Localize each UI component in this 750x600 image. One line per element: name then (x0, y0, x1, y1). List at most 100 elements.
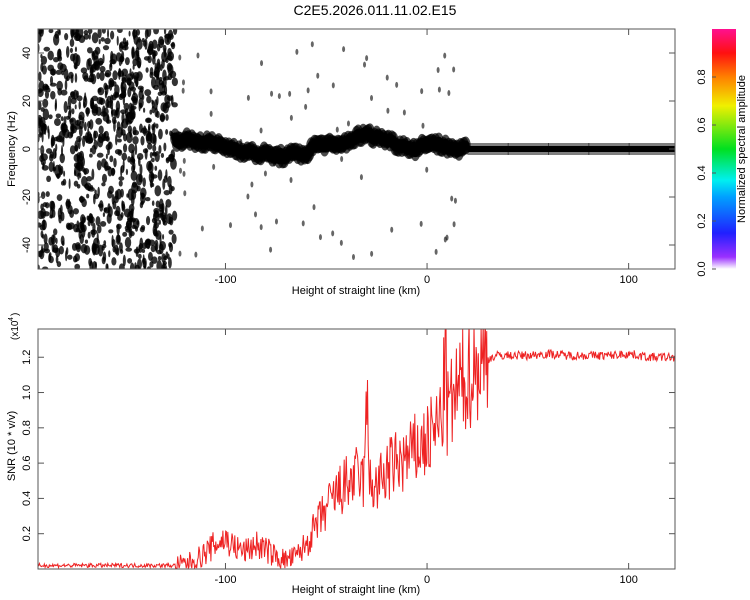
noise-blob (121, 152, 128, 161)
noise-blob (49, 75, 54, 85)
noise-blob (66, 254, 73, 260)
noise-blob (126, 77, 132, 86)
noise-blob (132, 58, 138, 67)
noise-blob (48, 161, 54, 173)
noise-blob (66, 76, 69, 82)
noise-blob (99, 71, 105, 82)
noise-blob (45, 202, 50, 209)
noise-blob (127, 125, 133, 134)
noise-blob (447, 90, 451, 97)
noise-blob (390, 226, 394, 233)
noise-blob (164, 84, 168, 96)
noise-blob (153, 29, 159, 35)
noise-blob (142, 177, 146, 188)
noise-blob (306, 87, 310, 94)
noise-blob (116, 121, 121, 131)
noise-blob (167, 63, 174, 76)
noise-blob (101, 29, 106, 34)
noise-blob (99, 65, 106, 73)
noise-blob (50, 234, 56, 245)
noise-blob (78, 137, 81, 150)
noise-blob (106, 113, 110, 125)
noise-blob (107, 29, 110, 39)
noise-blob (52, 166, 57, 172)
noise-blob (49, 200, 55, 210)
noise-blob (102, 45, 110, 51)
noise-blob (131, 92, 139, 104)
noise-blob (118, 42, 124, 52)
noise-blob (102, 53, 105, 64)
y-tick-label: 0.4 (21, 491, 33, 506)
noise-blob (122, 254, 126, 267)
noise-blob (159, 241, 166, 251)
noise-blob (196, 52, 200, 59)
noise-blob (40, 207, 46, 219)
noise-blob (167, 47, 172, 57)
noise-blob (97, 186, 100, 198)
noise-blob (153, 209, 159, 219)
noise-blob (38, 29, 44, 37)
noise-blob (53, 33, 60, 46)
noise-blob (128, 203, 135, 213)
noise-blob (103, 107, 109, 116)
noise-blob (63, 101, 68, 113)
noise-blob (131, 46, 135, 59)
noise-blob (144, 29, 149, 40)
noise-blob (96, 224, 102, 234)
noise-blob (114, 148, 122, 155)
noise-blob (288, 90, 292, 97)
noise-blob (155, 200, 160, 208)
noise-blob (346, 120, 350, 127)
noise-blob (194, 251, 198, 258)
noise-blob (118, 176, 125, 181)
noise-blob (335, 126, 339, 133)
noise-blob (55, 237, 58, 245)
noise-blob (100, 37, 105, 42)
noise-blob (141, 248, 146, 253)
x-tick-label: -100 (214, 574, 236, 586)
noise-blob (88, 73, 95, 83)
noise-blob (67, 110, 72, 120)
snr-line (38, 329, 675, 569)
noise-blob (402, 109, 406, 116)
noise-blob (55, 143, 58, 152)
noise-blob (425, 166, 429, 173)
noise-blob (228, 222, 232, 229)
noise-blob (437, 86, 441, 93)
noise-blob (127, 217, 134, 222)
noise-blob (48, 29, 54, 34)
bottom-xlabel: Height of straight line (km) (292, 584, 420, 596)
noise-blob (129, 210, 134, 218)
noise-blob (363, 61, 367, 68)
noise-blob (80, 156, 85, 168)
noise-blob (339, 239, 343, 246)
y-multiplier-exp: 4 (8, 317, 15, 321)
noise-blob (141, 242, 147, 250)
colorbar-label: Normalized spectral amplitude (736, 75, 748, 223)
noise-blob (97, 203, 104, 208)
noise-blob (98, 125, 104, 135)
x-tick-label: 0 (424, 574, 430, 586)
noise-blob (127, 258, 133, 264)
noise-blob (134, 262, 137, 269)
noise-blob (135, 173, 143, 186)
noise-blob (115, 134, 118, 146)
noise-blob (38, 222, 42, 228)
noise-blob (46, 175, 52, 183)
noise-blob (106, 263, 109, 269)
noise-blob (70, 91, 76, 99)
colorbar-tick-label: 0.4 (696, 165, 708, 180)
noise-blob (148, 239, 156, 246)
noise-blob (359, 174, 363, 181)
colorbar-axis: 0.0 0.2 0.4 0.6 0.8 (696, 69, 716, 277)
noise-blob (128, 226, 133, 239)
noise-blob (165, 114, 169, 121)
noise-blob (200, 225, 204, 232)
noise-blob (295, 48, 299, 55)
noise-blob (50, 90, 56, 100)
noise-blob (259, 127, 263, 134)
noise-blob (39, 155, 44, 163)
noise-blob (69, 38, 75, 48)
noise-blob (310, 41, 314, 48)
noise-blob (40, 55, 48, 65)
